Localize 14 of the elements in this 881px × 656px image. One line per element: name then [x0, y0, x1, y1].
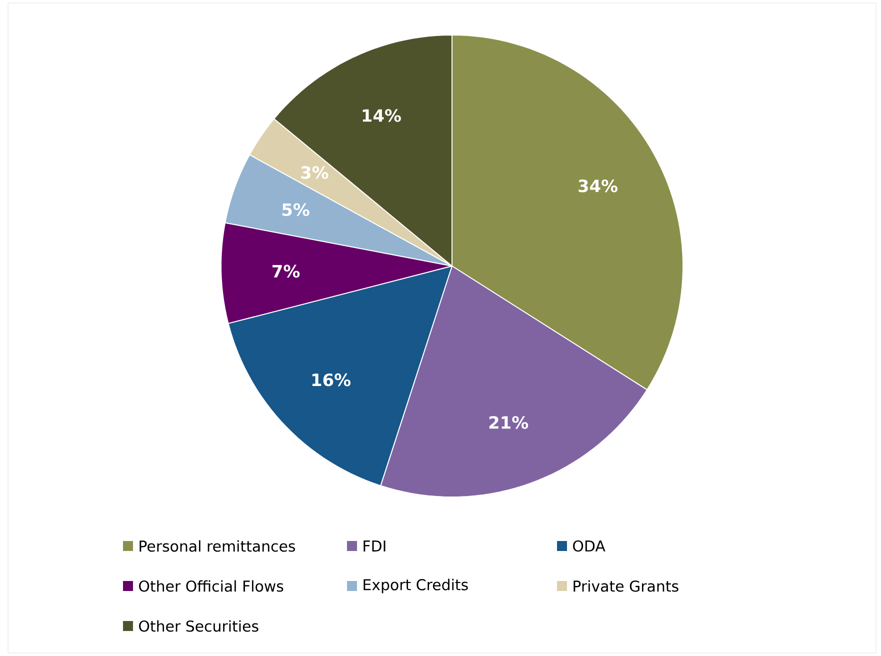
- legend-label: Other Securities: [139, 620, 258, 632]
- data-label: 21%: [489, 416, 528, 429]
- legend-label: Private Grants: [574, 580, 678, 592]
- data-label: 34%: [578, 179, 618, 192]
- legend-label: Personal remittances: [140, 540, 296, 552]
- data-label: 7%: [272, 264, 300, 278]
- data-label: 16%: [312, 373, 351, 386]
- legend-label: Other Official Flows: [139, 580, 284, 592]
- data-label: 14%: [362, 109, 401, 122]
- legend-label: Export Credits: [364, 578, 468, 594]
- data-label: 5%: [282, 203, 310, 216]
- data-label: 3%: [301, 166, 328, 179]
- legend-label: ODA: [573, 540, 606, 552]
- legend-label: FDI: [364, 540, 386, 552]
